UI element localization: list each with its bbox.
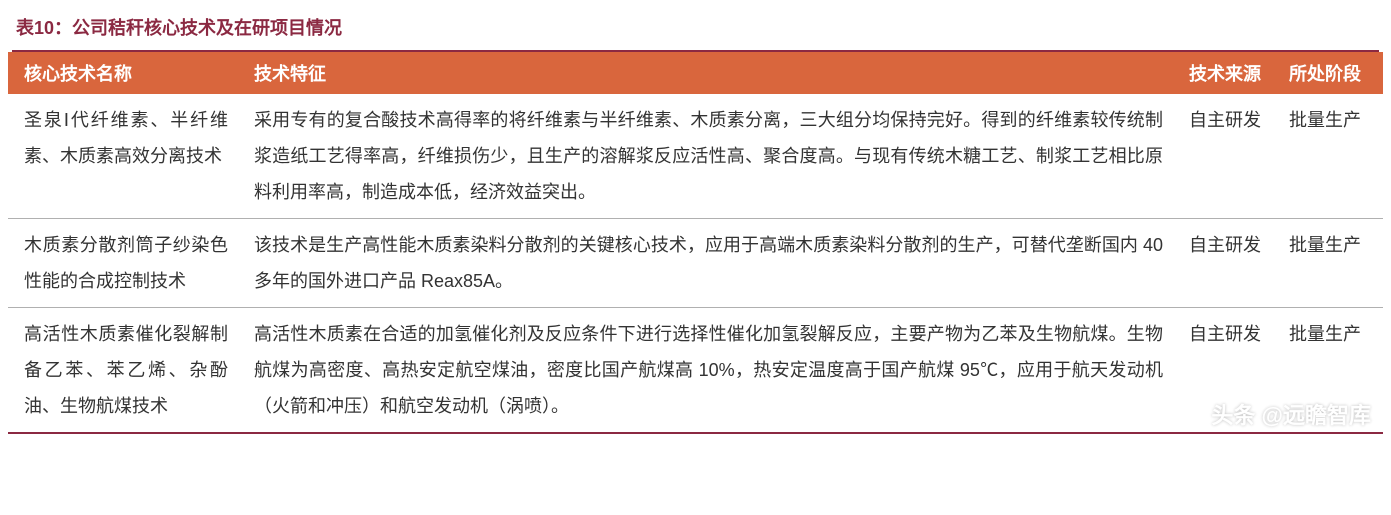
cell-source: 自主研发 <box>1173 94 1273 219</box>
cell-feature: 该技术是生产高性能木质素染料分散剂的关键核心技术，应用于高端木质素染料分散剂的生… <box>238 219 1173 308</box>
table-caption: 表10：公司秸秆核心技术及在研项目情况 <box>8 8 1383 50</box>
table-row: 高活性木质素催化裂解制备乙苯、苯乙烯、杂酚油、生物航煤技术 高活性木质素在合适的… <box>8 308 1383 434</box>
cell-name: 木质素分散剂筒子纱染色性能的合成控制技术 <box>8 219 238 308</box>
cell-source: 自主研发 <box>1173 219 1273 308</box>
cell-stage: 批量生产 <box>1273 94 1383 219</box>
cell-stage: 批量生产 <box>1273 308 1383 434</box>
table-row: 圣泉Ⅰ代纤维素、半纤维素、木质素高效分离技术 采用专有的复合酸技术高得率的将纤维… <box>8 94 1383 219</box>
table-header-row: 核心技术名称 技术特征 技术来源 所处阶段 <box>8 52 1383 94</box>
header-col-feature: 技术特征 <box>238 52 1173 94</box>
header-col-name: 核心技术名称 <box>8 52 238 94</box>
cell-feature: 采用专有的复合酸技术高得率的将纤维素与半纤维素、木质素分离，三大组分均保持完好。… <box>238 94 1173 219</box>
cell-name: 圣泉Ⅰ代纤维素、半纤维素、木质素高效分离技术 <box>8 94 238 219</box>
table-row: 木质素分散剂筒子纱染色性能的合成控制技术 该技术是生产高性能木质素染料分散剂的关… <box>8 219 1383 308</box>
header-col-source: 技术来源 <box>1173 52 1273 94</box>
header-col-stage: 所处阶段 <box>1273 52 1383 94</box>
cell-name: 高活性木质素催化裂解制备乙苯、苯乙烯、杂酚油、生物航煤技术 <box>8 308 238 434</box>
cell-source: 自主研发 <box>1173 308 1273 434</box>
tech-table: 核心技术名称 技术特征 技术来源 所处阶段 圣泉Ⅰ代纤维素、半纤维素、木质素高效… <box>8 52 1383 434</box>
cell-stage: 批量生产 <box>1273 219 1383 308</box>
cell-feature: 高活性木质素在合适的加氢催化剂及反应条件下进行选择性催化加氢裂解反应，主要产物为… <box>238 308 1173 434</box>
